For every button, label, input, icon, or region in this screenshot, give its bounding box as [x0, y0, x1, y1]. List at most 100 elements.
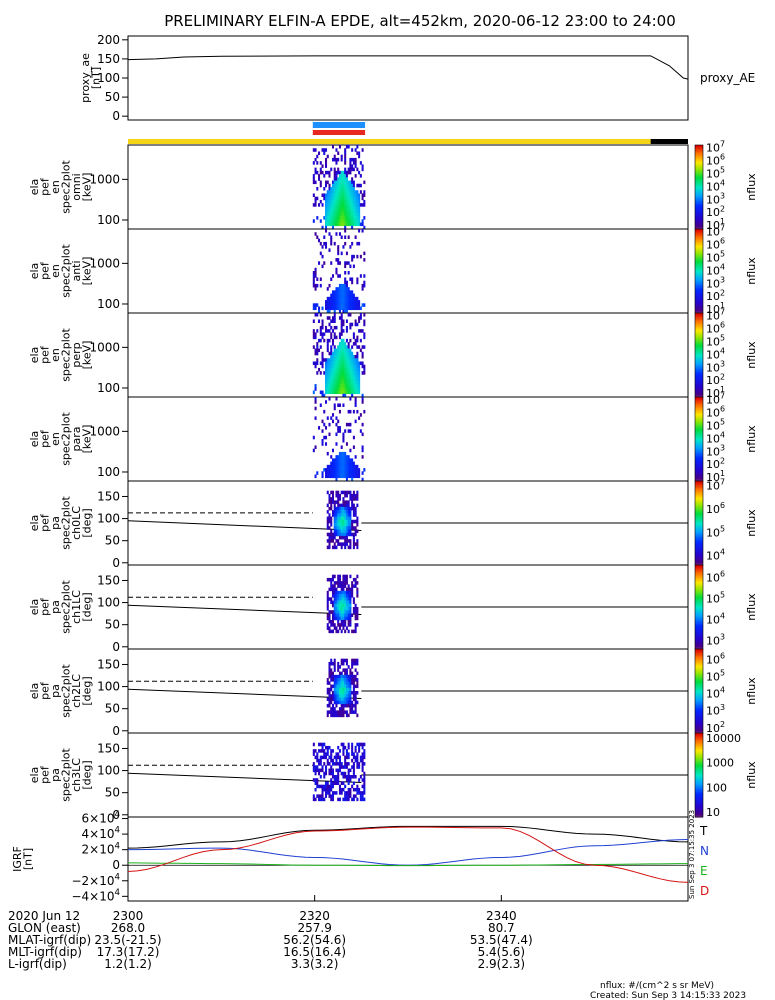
spectrogram-cell — [328, 700, 331, 705]
spectrogram-cell — [345, 765, 348, 769]
spectrogram-cell — [349, 707, 352, 711]
colorbar-cell — [695, 741, 703, 744]
spectrogram-cell — [321, 745, 324, 750]
ytick-label: 0 — [112, 556, 120, 570]
spectrogram-cell — [330, 768, 333, 773]
colorbar-cell — [695, 423, 703, 426]
spectrogram-cell — [347, 703, 350, 708]
spectrogram-cell — [351, 258, 354, 262]
spectrogram-cell — [344, 361, 347, 365]
spectrogram-cell — [326, 697, 329, 701]
spectrogram-cell — [337, 687, 340, 692]
spectrogram-cell — [312, 762, 315, 766]
colorbar-cell — [695, 593, 703, 595]
spectrogram-cell — [335, 594, 338, 598]
spectrogram-cell — [351, 219, 354, 223]
spectrogram-cell — [337, 177, 340, 181]
colorbar-cell — [695, 608, 703, 611]
spectrogram-cell — [328, 745, 331, 750]
spectrogram-cell — [338, 261, 341, 265]
colorbar-cell — [695, 556, 703, 559]
spectrogram-cell — [335, 397, 338, 401]
spectrogram-cell — [337, 778, 340, 782]
spectrogram-cell — [326, 196, 329, 201]
ylabel-line: spec2plot — [59, 160, 72, 214]
spectrogram-cell — [340, 306, 343, 311]
spectrogram-cell — [363, 283, 366, 288]
colorbar-cell — [695, 803, 703, 805]
footer-value: 2320 — [299, 909, 330, 923]
colorbar-label-text: nflux — [745, 341, 758, 369]
spectrogram-cell — [328, 668, 331, 672]
ytick-label: 50 — [105, 702, 120, 716]
spectrogram-cell — [342, 684, 345, 689]
spectrogram-cell — [314, 781, 317, 785]
colorbar-cell — [695, 752, 703, 755]
spectrogram-cell — [330, 577, 333, 582]
igrf-legend-T: T — [699, 824, 708, 838]
spectrogram-cell — [337, 261, 340, 265]
spectrogram-cell — [347, 781, 350, 785]
colorbar-tick-label: 106 — [706, 501, 725, 516]
spectrogram-cell — [345, 674, 348, 679]
spectrogram-cell — [333, 290, 336, 294]
spectrogram-cell — [345, 199, 348, 204]
spectrogram-cell — [352, 306, 355, 311]
spectrogram-cell — [330, 668, 333, 672]
spectrogram-cell — [328, 390, 331, 395]
colorbar-cell — [695, 462, 703, 465]
spectrogram-cell — [323, 752, 326, 756]
spectrogram-cell — [340, 464, 343, 469]
spectrogram-cell — [331, 762, 335, 766]
spectrogram-cell — [338, 187, 341, 191]
spectrogram-cell — [330, 674, 333, 679]
colorbar-cell — [695, 448, 703, 451]
spectrogram-cell — [323, 784, 326, 789]
spectrogram-cell — [342, 713, 345, 718]
spectrogram-cell — [331, 758, 335, 763]
spectrogram-cell — [316, 358, 319, 362]
spectrogram-cell — [344, 506, 347, 511]
spectrogram-cell — [358, 209, 361, 214]
spectrogram-cell — [331, 603, 335, 608]
spectrogram-cell — [349, 358, 352, 362]
spectrogram-cell — [340, 603, 343, 608]
colorbar-cell — [695, 416, 703, 419]
spectrogram-cell — [347, 697, 350, 701]
spectrogram-cell — [328, 710, 331, 714]
colorbar-cell — [695, 418, 703, 420]
spectrogram-cell — [363, 335, 366, 340]
spectrogram-cell — [321, 355, 324, 359]
spectrogram-cell — [335, 193, 338, 197]
spectrogram-cell — [340, 658, 343, 663]
spectrogram-cell — [314, 387, 317, 391]
colorbar-cell — [695, 777, 703, 780]
spectrogram-cell — [331, 351, 335, 356]
spectrogram-cell — [349, 448, 352, 453]
spectrogram-cell — [330, 277, 333, 281]
spectrogram-cell — [352, 490, 355, 495]
colorbar-cell — [695, 546, 703, 549]
spectrogram-cell — [347, 775, 350, 779]
spectrogram-cell — [351, 590, 354, 595]
spectrogram-cell — [342, 590, 345, 595]
spectrogram-cell — [331, 610, 335, 614]
colorbar-cell — [695, 266, 703, 269]
spectrogram-cell — [338, 542, 341, 546]
spectrogram-cell — [337, 600, 340, 605]
spectrogram-cell — [363, 274, 366, 278]
colorbar-cell — [695, 644, 703, 647]
colorbar-cell — [695, 318, 703, 321]
spectrogram-cell — [333, 691, 336, 695]
colorbar-cell — [695, 406, 703, 409]
colorbar-cell — [695, 714, 703, 717]
spectrogram-cell — [340, 597, 343, 601]
spectrogram-cell — [330, 597, 333, 601]
spectrogram-cell — [338, 784, 341, 789]
colorbar-cell — [695, 551, 703, 553]
colorbar-cell — [695, 740, 703, 742]
spectrogram-cell — [354, 319, 357, 323]
spectrogram-cell — [337, 429, 340, 433]
spectrogram-cell — [354, 710, 357, 714]
spectrogram-cell — [347, 742, 350, 747]
